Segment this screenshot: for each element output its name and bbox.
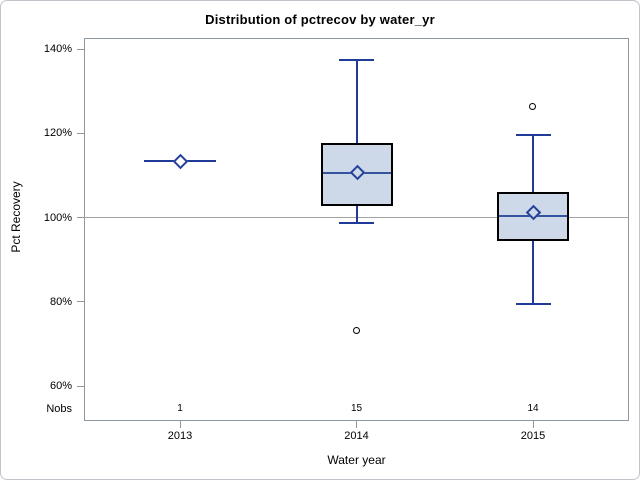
y-tick-mark [77, 217, 84, 218]
nobs-value: 15 [350, 403, 363, 414]
y-tick-label: 140% [43, 43, 72, 55]
x-tick-mark [356, 421, 357, 428]
plot-frame [84, 38, 629, 421]
lower-whisker-cap [339, 222, 374, 225]
nobs-row-label: Nobs [46, 403, 72, 415]
outlier-marker [529, 102, 536, 110]
x-tick-label: 2013 [167, 430, 193, 442]
nobs-value: 14 [527, 403, 539, 414]
y-tick-label: 120% [43, 127, 72, 140]
y-tick-label: 80% [49, 295, 72, 308]
upper-whisker-stem [532, 135, 534, 192]
lower-whisker-stem [355, 206, 358, 224]
x-tick-mark [179, 421, 181, 428]
iqr-box [320, 142, 393, 207]
upper-whisker-cap [515, 134, 551, 137]
x-tick-mark [532, 421, 534, 428]
upper-whisker-stem [355, 60, 358, 143]
y-tick-mark [77, 301, 84, 303]
y-tick-mark [77, 385, 84, 387]
chart-title: Distribution of pctrecov by water_yr [205, 12, 435, 27]
lower-whisker-cap [515, 303, 551, 306]
x-tick-label: 2014 [344, 430, 369, 442]
y-tick-label: 60% [49, 380, 72, 392]
nobs-value: 1 [177, 403, 183, 414]
x-axis-title: Water year [327, 453, 386, 467]
outlier-marker [352, 327, 360, 335]
y-tick-mark [77, 48, 84, 50]
lower-whisker-stem [532, 241, 534, 305]
y-tick-label: 100% [43, 211, 72, 224]
y-tick-mark [77, 132, 84, 134]
upper-whisker-cap [339, 59, 374, 62]
y-axis-title: Pct Recovery [9, 181, 23, 253]
x-tick-label: 2015 [520, 430, 546, 442]
